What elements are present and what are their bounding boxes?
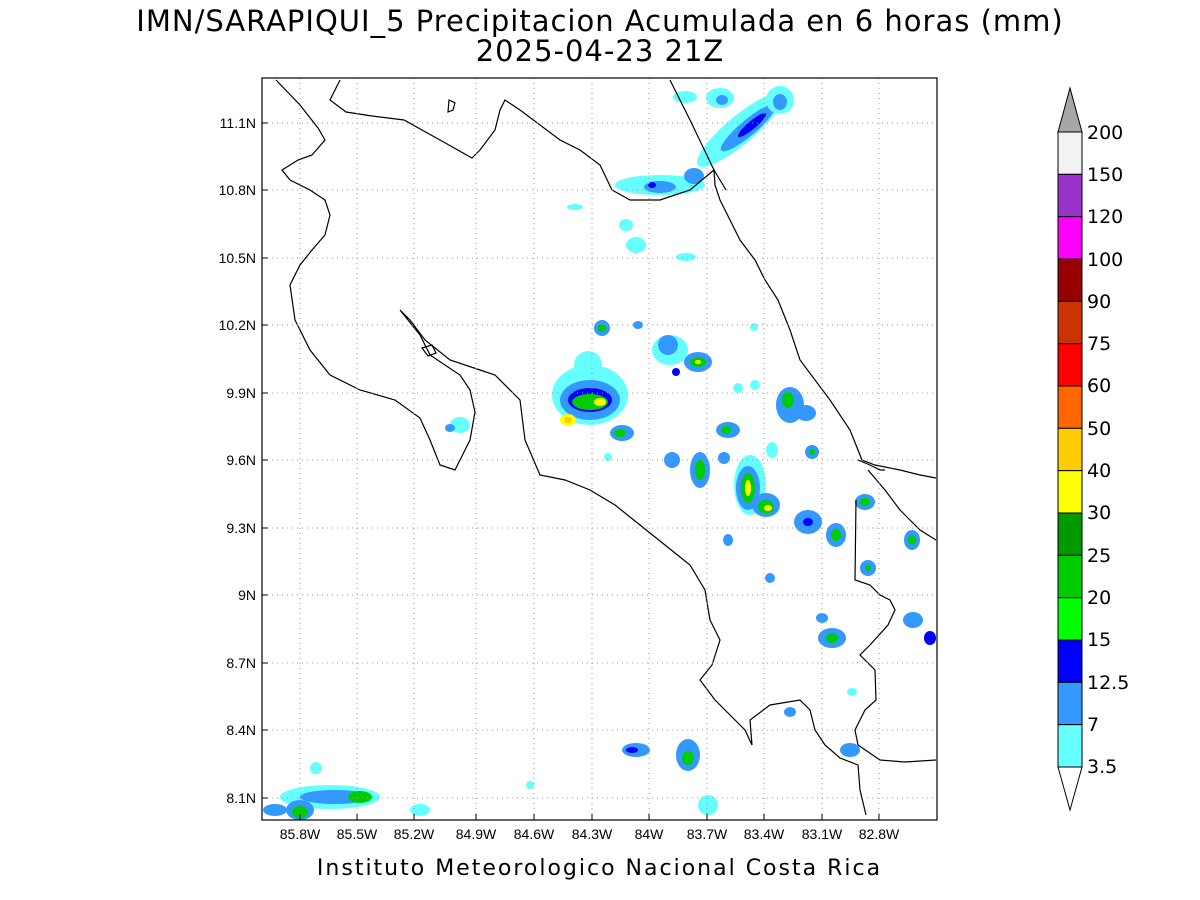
coastline bbox=[275, 79, 937, 816]
colorbar-label: 150 bbox=[1087, 164, 1124, 186]
lon-label: 85.5W bbox=[336, 826, 378, 842]
colorbar-swatch bbox=[1057, 173, 1083, 218]
colorbar-swatch bbox=[1057, 258, 1083, 302]
colorbar-label: 7 bbox=[1087, 714, 1100, 736]
colorbar-swatch bbox=[1057, 512, 1083, 556]
lon-label: 83.1W bbox=[801, 826, 843, 842]
lon-label: 84W bbox=[634, 826, 664, 842]
lat-label: 9.9N bbox=[226, 385, 256, 401]
colorbar-swatch bbox=[1057, 300, 1083, 345]
colorbar-swatch bbox=[1057, 639, 1083, 683]
colorbar-swatch bbox=[1057, 427, 1083, 472]
colorbar-swatch bbox=[1057, 470, 1083, 514]
lon-label: 85.8W bbox=[279, 826, 321, 842]
colorbar-swatch bbox=[1057, 131, 1083, 175]
lon-label: 83.4W bbox=[743, 826, 785, 842]
colorbar-label: 75 bbox=[1087, 333, 1112, 355]
colorbar-swatch bbox=[1057, 724, 1083, 768]
map-title: IMN/SARAPIQUI_5 Precipitacion Acumulada … bbox=[136, 4, 1064, 38]
axis-ticks bbox=[262, 122, 880, 820]
colorbar-label: 120 bbox=[1087, 206, 1124, 228]
colorbar-swatch bbox=[1057, 343, 1083, 387]
lon-label: 84.6W bbox=[513, 826, 555, 842]
colorbar-swatch bbox=[1057, 385, 1083, 429]
lat-label: 8.4N bbox=[226, 722, 256, 738]
colorbar-label: 90 bbox=[1087, 291, 1112, 313]
lat-label: 11.1N bbox=[219, 115, 256, 131]
precipitation-field bbox=[263, 86, 936, 820]
colorbar-swatch bbox=[1057, 216, 1083, 260]
map-subtitle-date: 2025-04-23 21Z bbox=[475, 34, 725, 68]
colorbar-label: 20 bbox=[1087, 587, 1112, 609]
colorbar-label: 200 bbox=[1087, 122, 1124, 144]
lon-label: 84.3W bbox=[571, 826, 613, 842]
precip-cluster-south bbox=[263, 612, 936, 820]
precip-cluster-central bbox=[445, 320, 920, 583]
lat-label: 10.2N bbox=[218, 317, 256, 333]
colorbar-label: 100 bbox=[1087, 249, 1124, 271]
lon-label: 85.2W bbox=[393, 826, 435, 842]
lat-label: 9.6N bbox=[226, 452, 256, 468]
colorbar-label: 12.5 bbox=[1087, 672, 1130, 694]
colorbar-label: 50 bbox=[1087, 418, 1112, 440]
lat-label: 10.5N bbox=[218, 250, 256, 266]
lat-label: 9.3N bbox=[226, 520, 256, 536]
map-frame bbox=[261, 77, 938, 821]
colorbar-upper-arrow bbox=[1057, 86, 1083, 133]
lat-label: 8.7N bbox=[226, 655, 256, 671]
colorbar-label: 25 bbox=[1087, 545, 1112, 567]
lon-label: 84.9W bbox=[455, 826, 497, 842]
colorbar-label: 40 bbox=[1087, 460, 1112, 482]
colorbar bbox=[1057, 86, 1083, 812]
colorbar-label: 60 bbox=[1087, 375, 1112, 397]
lat-label: 8.1N bbox=[226, 790, 256, 806]
colorbar-swatch bbox=[1057, 554, 1083, 599]
colorbar-label: 3.5 bbox=[1087, 756, 1118, 778]
colorbar-label: 30 bbox=[1087, 502, 1112, 524]
colorbar-swatches bbox=[1057, 131, 1083, 768]
lat-label: 9N bbox=[238, 587, 256, 603]
colorbar-swatch bbox=[1057, 597, 1083, 641]
colorbar-swatch bbox=[1057, 681, 1083, 726]
lat-label: 10.8N bbox=[218, 182, 256, 198]
lon-label: 83.7W bbox=[686, 826, 728, 842]
colorbar-label: 15 bbox=[1087, 629, 1112, 651]
precip-cluster-north bbox=[567, 86, 794, 261]
grid-lines bbox=[262, 78, 937, 820]
lon-label: 82.8W bbox=[858, 826, 900, 842]
colorbar-lower-arrow bbox=[1057, 766, 1083, 812]
footer-credit: Instituto Meteorologico Nacional Costa R… bbox=[316, 856, 883, 881]
